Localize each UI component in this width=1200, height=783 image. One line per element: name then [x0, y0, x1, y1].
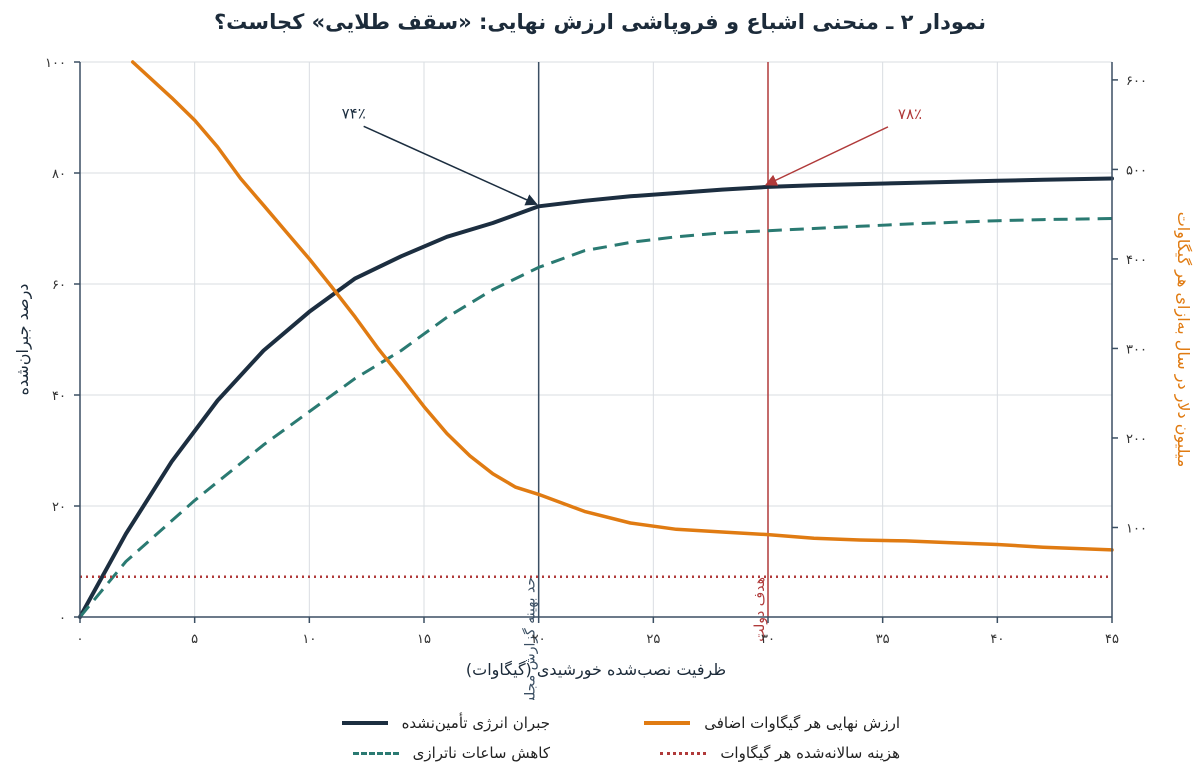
legend-label-unmet-energy: جبران انرژی تأمین‌نشده: [401, 714, 550, 732]
y-left-tick-label: ۶۰: [52, 278, 66, 293]
annotation-label: ۷۸٪: [898, 105, 922, 123]
y-right-axis-title: میلیون دلار در سال به‌ازای هر گیگاوات: [1173, 212, 1193, 468]
x-tick-label: ۱۵: [417, 632, 431, 647]
x-tick-label: ۲۰: [532, 632, 546, 647]
y-left-tick-label: ۱۰۰: [45, 56, 66, 71]
chart-title: نمودار ۲ ـ منحنی اشباع و فروپاشی ارزش نه…: [214, 10, 986, 34]
legend-swatch-dotted-red: [660, 751, 707, 755]
annotation-layer: ۷۴٪ ۷۸٪: [342, 104, 922, 206]
x-tick-label: ۲۵: [646, 632, 660, 647]
x-tick-label: ۵: [191, 632, 198, 647]
legend-swatch-dashed-teal: [352, 751, 399, 755]
legend-item-unmet-energy: جبران انرژی تأمین‌نشده: [341, 714, 550, 732]
x-tick-label: ۳۰: [761, 632, 775, 647]
y-left-tick-label: ۰: [59, 611, 66, 626]
chart-plot: حد بهینه گزارش مجلس هدف دولت ۰ ۵ ۱۰ ۱۵ ۲۰ ۲۵ ۳۰…: [13, 56, 1193, 700]
reference-lines: حد بهینه گزارش مجلس هدف دولت: [522, 62, 769, 700]
legend-item-marginal-value: ارزش نهایی هر گیگاوات اضافی: [644, 714, 900, 732]
reference-line-label: حد بهینه گزارش مجلس: [522, 577, 539, 700]
annotation-arrow: [764, 126, 889, 186]
x-tick-label: ۰: [77, 632, 84, 647]
x-tick-label: ۳۵: [876, 632, 890, 647]
legend-swatch-solid-navy: [341, 721, 388, 725]
y-left-tick-label: ۴۰: [52, 389, 66, 404]
axis-layer: ۰ ۵ ۱۰ ۱۵ ۲۰ ۲۵ ۳۰ ۳۵ ۴۰ ۴۵ ۰ ۲۰ ۴۰ ۶۰ ۸۰ ۱۰۰ ۱۰۰ ۲۰۰ ۳۰۰ ۴…: [13, 56, 1193, 680]
y-right-tick-label: ۴۰۰: [1126, 253, 1147, 268]
legend-item-imbalance-hours: کاهش ساعات ناترازی: [352, 744, 550, 762]
y-right-tick-label: ۱۰۰: [1126, 521, 1147, 536]
y-left-tick-label: ۸۰: [52, 167, 66, 182]
series-layer: [78, 60, 1114, 619]
legend-label-marginal-value: ارزش نهایی هر گیگاوات اضافی: [704, 714, 900, 732]
annotation-label: ۷۴٪: [342, 104, 366, 122]
x-tick-label: ۴۰: [990, 632, 1004, 647]
y-right-tick-label: ۶۰۰: [1126, 74, 1147, 89]
annotation-arrow: [363, 125, 538, 206]
x-tick-label: ۴۵: [1105, 632, 1119, 647]
grid-layer: [79, 61, 1113, 618]
y-left-tick-label: ۲۰: [52, 500, 66, 515]
x-axis-title: ظرفیت نصب‌شده خورشیدی (گیگاوات): [466, 660, 726, 680]
y-right-tick-label: ۵۰۰: [1126, 163, 1147, 178]
y-right-tick-label: ۲۰۰: [1126, 432, 1147, 447]
y-left-axis-title: درصد جبران‌شده: [13, 284, 33, 396]
legend-swatch-solid-orange: [644, 721, 691, 725]
legend-label-annualized-cost: هزینه سالانه‌شده هر گیگاوات: [720, 744, 900, 762]
x-tick-label: ۱۰: [302, 632, 316, 647]
reference-line-label: هدف دولت: [752, 577, 768, 642]
y-right-tick-label: ۳۰۰: [1126, 342, 1147, 357]
series-line: [130, 60, 1114, 552]
legend-item-annualized-cost: هزینه سالانه‌شده هر گیگاوات: [660, 744, 900, 762]
series-line: [78, 217, 1113, 618]
series-line: [78, 176, 1114, 619]
legend-label-imbalance-hours: کاهش ساعات ناترازی: [412, 744, 550, 762]
legend: جبران انرژی تأمین‌نشده ارزش نهایی هر گیگ…: [0, 708, 1200, 778]
